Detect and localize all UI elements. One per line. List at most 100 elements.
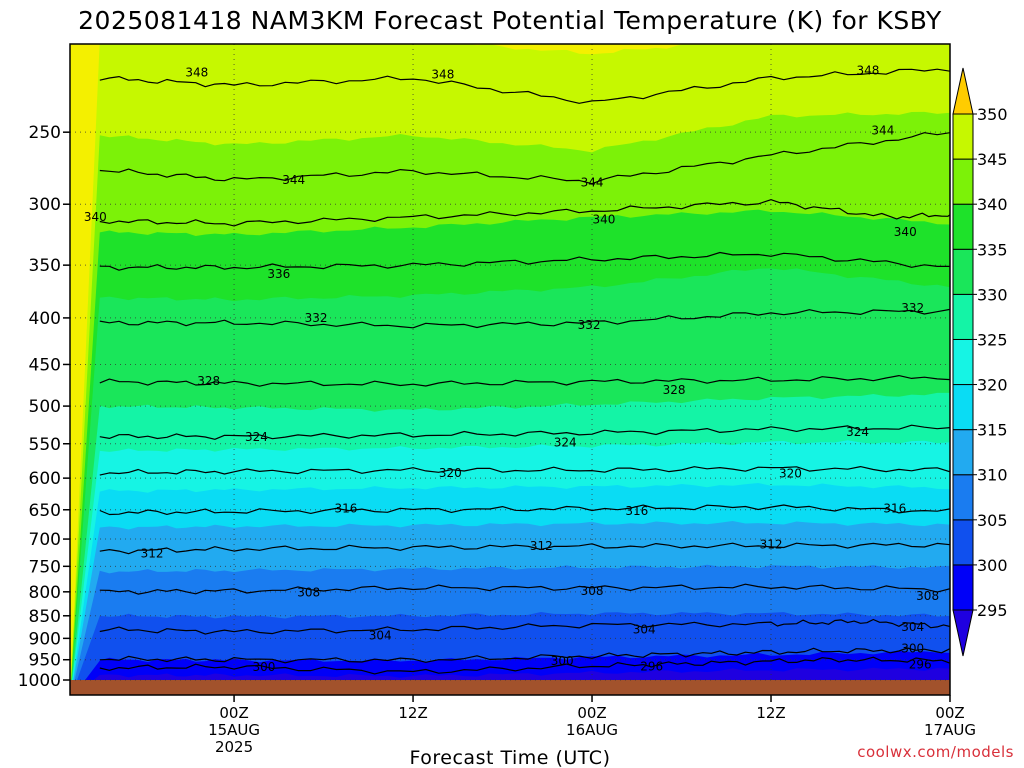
contour-label: 312	[530, 539, 553, 553]
plot-area: 348 348 348 344 344 344 340 340 340 336 332 332 332 3…	[69, 43, 951, 696]
contour-line	[99, 199, 950, 227]
plot-frame	[69, 43, 951, 696]
x-tick-label: 17AUG	[924, 721, 976, 739]
contour-label: 312	[760, 538, 783, 552]
contour-labels: 348 348 348 344 344 344 340 340 340 336 332 332 332 3…	[84, 64, 939, 674]
x-tick-label: 2025	[215, 738, 253, 756]
contour-label: 348	[431, 67, 454, 81]
chart-title: 2025081418 NAM3KM Forecast Potential Tem…	[78, 6, 942, 35]
colorbar-tick-label: 340	[977, 195, 1008, 214]
contour-label: 332	[305, 311, 328, 325]
y-tick-label: 900	[29, 629, 61, 649]
colorbar-swatch	[952, 384, 974, 431]
contour-label: 324	[846, 425, 869, 439]
contour-line	[99, 308, 950, 329]
colorbar-tick-label: 345	[977, 150, 1008, 169]
colorbar-swatch	[952, 564, 974, 611]
colorbar-top-arrow	[952, 67, 974, 115]
colorbar: 295 300 305 310 315 320 325 330 335 340 345 350	[952, 67, 1008, 657]
x-tick-label: 00Z	[219, 704, 248, 722]
contour-label: 296	[640, 659, 663, 673]
contour-label: 308	[916, 589, 939, 603]
contour-label: 328	[663, 383, 686, 397]
contour-line	[99, 132, 950, 185]
y-tick-label: 800	[29, 583, 61, 603]
contour-label: 328	[197, 374, 220, 388]
y-tick-label: 350	[29, 256, 61, 276]
colorbar-swatch	[952, 474, 974, 521]
y-tick-label: 950	[29, 651, 61, 671]
y-tick-label: 700	[29, 530, 61, 550]
contour-label: 312	[141, 546, 164, 560]
contour-lines	[99, 68, 950, 675]
contour-label: 340	[894, 225, 917, 239]
contour-label: 304	[633, 622, 656, 636]
contour-line	[99, 424, 950, 440]
contour-label: 340	[593, 213, 616, 227]
colorbar-tick-label: 325	[977, 330, 1008, 349]
y-tick-label: 850	[29, 607, 61, 627]
y-tick-label: 500	[29, 397, 61, 417]
contour-line	[99, 583, 950, 595]
colorbar-swatch	[952, 429, 974, 476]
filled-contours	[70, 44, 950, 695]
ground-surface	[70, 680, 950, 695]
colorbar-tick-label: 295	[977, 601, 1008, 620]
y-tick-label: 600	[29, 469, 61, 489]
colorbar-swatch	[952, 293, 974, 340]
y-tick-label: 400	[29, 309, 61, 329]
contour-line	[99, 656, 950, 675]
contour-line	[99, 466, 950, 476]
contour-line	[99, 618, 950, 635]
colorbar-swatch	[952, 248, 974, 295]
contour-label: 340	[84, 210, 107, 224]
y-tick-label: 750	[29, 557, 61, 577]
contour-label: 344	[282, 173, 305, 187]
x-tick-label: 16AUG	[566, 721, 618, 739]
contour-label: 304	[369, 629, 392, 643]
colorbar-tick-label: 350	[977, 105, 1008, 124]
colorbar-swatch	[952, 203, 974, 250]
colorbar-swatch	[952, 338, 974, 386]
x-tick-label: 12Z	[756, 704, 785, 722]
colorbar-swatch	[952, 113, 974, 160]
colorbar-tick-label: 310	[977, 466, 1008, 485]
contour-label: 348	[857, 64, 880, 78]
surface-strip	[70, 680, 950, 695]
colorbar-tick-label: 330	[977, 285, 1008, 304]
y-tick-label: 250	[29, 123, 61, 143]
contour-line	[99, 375, 950, 387]
grid-lines	[70, 44, 950, 681]
colorbar-tick-label: 300	[977, 556, 1008, 575]
y-tick-label: 650	[29, 501, 61, 521]
credit-text: coolwx.com/models	[857, 743, 1014, 761]
contour-line	[99, 251, 950, 271]
contour-label: 324	[245, 430, 268, 444]
colorbar-swatch	[952, 519, 974, 566]
contour-label: 332	[901, 301, 924, 315]
contour-label: 300	[252, 660, 275, 674]
x-axis-label: Forecast Time (UTC)	[410, 747, 611, 768]
x-tick-label: 00Z	[935, 704, 964, 722]
colorbar-swatch	[952, 158, 974, 205]
x-tick-label: 15AUG	[208, 721, 260, 739]
y-tick-label: 550	[29, 435, 61, 455]
colorbar-tick-label: 320	[977, 376, 1008, 395]
colorbar-bottom-arrow	[952, 609, 974, 657]
contour-label: 316	[625, 504, 648, 518]
colorbar-tick-label: 335	[977, 240, 1008, 259]
colorbar-tick-label: 305	[977, 511, 1008, 530]
contour-label: 332	[578, 318, 601, 332]
contour-label: 300	[551, 654, 574, 668]
contour-line	[99, 542, 950, 555]
contour-label: 344	[581, 176, 604, 190]
contour-label: 316	[334, 502, 357, 516]
x-tick-label: 12Z	[398, 704, 427, 722]
y-tick-label: 450	[29, 355, 61, 375]
contour-line	[99, 647, 950, 664]
y-tick-label: 300	[29, 195, 61, 215]
contour-label: 296	[909, 657, 932, 671]
contour-label: 304	[901, 620, 924, 634]
y-axis: 2503003504004505005506006507007508008509…	[18, 123, 70, 691]
